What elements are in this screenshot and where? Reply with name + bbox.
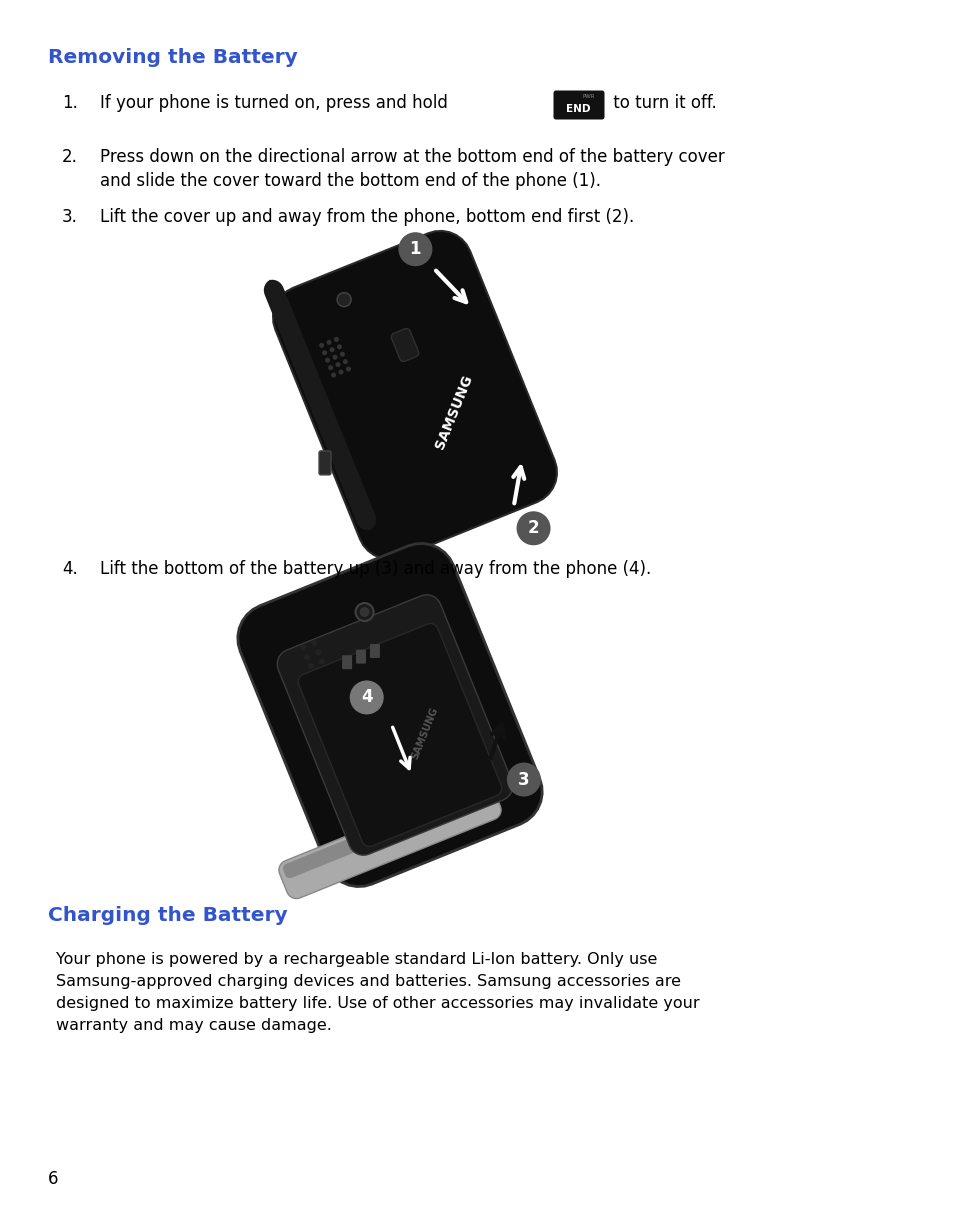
Circle shape bbox=[336, 345, 341, 349]
Text: PWR: PWR bbox=[582, 94, 595, 99]
Polygon shape bbox=[264, 279, 375, 531]
FancyBboxPatch shape bbox=[355, 649, 366, 664]
Text: designed to maximize battery life. Use of other accessories may invalidate your: designed to maximize battery life. Use o… bbox=[56, 996, 699, 1011]
Text: 4: 4 bbox=[360, 688, 373, 706]
Circle shape bbox=[338, 370, 343, 375]
Polygon shape bbox=[278, 781, 500, 898]
Circle shape bbox=[350, 681, 383, 715]
Circle shape bbox=[339, 352, 345, 357]
Circle shape bbox=[325, 358, 330, 363]
Circle shape bbox=[318, 343, 324, 348]
Text: SAMSUNG: SAMSUNG bbox=[433, 372, 475, 451]
Circle shape bbox=[314, 649, 321, 655]
Text: 1: 1 bbox=[409, 241, 420, 259]
Circle shape bbox=[516, 511, 550, 545]
Polygon shape bbox=[298, 624, 501, 846]
Text: If your phone is turned on, press and hold: If your phone is turned on, press and ho… bbox=[100, 94, 447, 112]
Text: to turn it off.: to turn it off. bbox=[607, 94, 716, 112]
Text: 3: 3 bbox=[517, 770, 529, 788]
Text: 4.: 4. bbox=[62, 560, 77, 578]
Text: Your phone is powered by a rechargeable standard Li-Ion battery. Only use: Your phone is powered by a rechargeable … bbox=[56, 951, 657, 967]
Circle shape bbox=[329, 347, 335, 352]
FancyBboxPatch shape bbox=[370, 644, 379, 658]
Circle shape bbox=[333, 354, 337, 360]
Polygon shape bbox=[391, 329, 418, 361]
Text: Samsung-approved charging devices and batteries. Samsung accessories are: Samsung-approved charging devices and ba… bbox=[56, 974, 680, 989]
Polygon shape bbox=[273, 231, 557, 559]
Circle shape bbox=[308, 663, 314, 669]
FancyBboxPatch shape bbox=[553, 91, 604, 120]
Circle shape bbox=[398, 232, 432, 266]
Text: 2.: 2. bbox=[62, 147, 78, 166]
Circle shape bbox=[312, 640, 317, 646]
Circle shape bbox=[326, 340, 332, 345]
Text: and slide the cover toward the bottom end of the phone (1).: and slide the cover toward the bottom en… bbox=[100, 172, 600, 190]
Circle shape bbox=[322, 351, 327, 355]
Text: 6: 6 bbox=[48, 1170, 58, 1188]
Circle shape bbox=[328, 365, 333, 370]
Circle shape bbox=[318, 659, 325, 665]
Polygon shape bbox=[283, 782, 497, 878]
Circle shape bbox=[355, 603, 374, 621]
Circle shape bbox=[342, 359, 348, 364]
Circle shape bbox=[506, 763, 540, 797]
Polygon shape bbox=[277, 595, 513, 855]
Polygon shape bbox=[237, 544, 541, 886]
Text: Lift the cover up and away from the phone, bottom end first (2).: Lift the cover up and away from the phon… bbox=[100, 208, 634, 226]
Text: 1.: 1. bbox=[62, 94, 78, 112]
Text: Charging the Battery: Charging the Battery bbox=[48, 906, 287, 925]
Circle shape bbox=[359, 607, 369, 617]
Circle shape bbox=[304, 654, 310, 660]
Text: SAMSUNG: SAMSUNG bbox=[409, 706, 439, 760]
FancyBboxPatch shape bbox=[318, 451, 331, 475]
Text: END: END bbox=[565, 104, 590, 115]
FancyBboxPatch shape bbox=[342, 655, 352, 670]
Text: 2: 2 bbox=[527, 520, 538, 537]
Text: Removing the Battery: Removing the Battery bbox=[48, 48, 297, 66]
Circle shape bbox=[336, 293, 351, 307]
Text: warranty and may cause damage.: warranty and may cause damage. bbox=[56, 1018, 332, 1032]
Circle shape bbox=[346, 366, 351, 371]
Text: Lift the bottom of the battery up (3) and away from the phone (4).: Lift the bottom of the battery up (3) an… bbox=[100, 560, 651, 578]
Circle shape bbox=[334, 337, 338, 342]
Circle shape bbox=[300, 644, 306, 650]
Circle shape bbox=[331, 372, 335, 377]
Circle shape bbox=[335, 363, 340, 368]
Text: 3.: 3. bbox=[62, 208, 78, 226]
Text: Press down on the directional arrow at the bottom end of the battery cover: Press down on the directional arrow at t… bbox=[100, 147, 724, 166]
